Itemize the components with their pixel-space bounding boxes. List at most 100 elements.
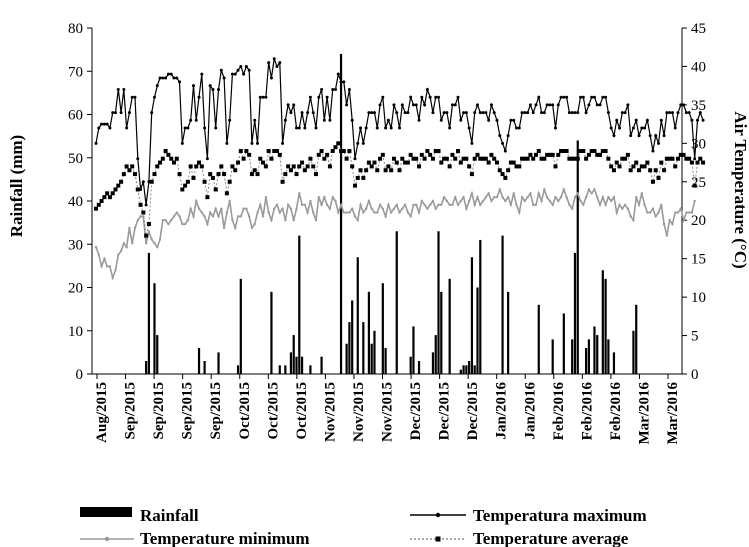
tavg-point [102,195,107,200]
tmax-point [178,80,182,84]
tmin-point [676,211,680,214]
tmin-point [328,207,332,210]
tavg-point [508,160,513,165]
tmin-point [607,195,610,199]
tmax-point [250,141,254,145]
tmin-point [412,203,415,207]
tavg-point [169,156,174,161]
tavg-point [614,160,619,165]
tmin-point [573,195,577,199]
tmin-point [197,207,201,210]
tmin-point [662,222,666,226]
tmax-point [484,111,488,115]
tmin-point [303,203,307,207]
tmin-point [648,211,652,214]
legend-tavg-marker [435,536,441,542]
tmax-point [300,111,304,115]
rainfall-bar [409,356,412,374]
tmin-point [459,199,462,203]
tavg-point [208,172,213,177]
tavg-point [662,168,667,173]
x-tick-label: Dec/2015 [465,382,481,440]
tavg-point [202,179,207,184]
right-tick-label: 25 [691,175,706,191]
rainfall-bar [381,283,384,374]
tmin-point [150,238,153,241]
right-tick-label: 40 [691,59,706,75]
tavg-point [166,152,171,157]
tmax-point [668,111,672,115]
tavg-point [589,149,594,154]
rainfall-bar [431,352,435,374]
tmin-point [231,219,234,222]
tmax-point [481,111,485,115]
tmin-point [245,207,248,210]
tmax-point [155,84,159,88]
tmax-point [261,95,265,99]
rainfall-bar [440,291,443,374]
tavg-point [433,149,438,154]
tmax-point [320,88,324,92]
tavg-point [283,172,288,177]
tmax-point [389,126,393,130]
rainfall-bar [300,356,304,374]
tmax-point [139,187,143,191]
tmax-point [113,111,117,115]
legend-tmax-marker [435,512,441,518]
x-tick-label: Mar/2016 [665,382,681,445]
tmax-point [654,134,658,138]
tmax-point [606,111,610,115]
tavg-point [503,175,508,180]
tmin-point [158,238,162,241]
tmax-point [445,111,449,115]
tmin-point [576,192,579,195]
tavg-point [263,164,268,169]
tmax-point [598,103,602,107]
tmax-point [175,76,179,80]
tavg-point [511,160,516,165]
tmax-point [506,134,510,138]
tmax-point [322,118,326,122]
tmax-point [425,88,429,92]
tmin-point [615,211,618,214]
rainfall-bar [434,335,437,374]
tavg-point [269,156,274,161]
right-tick-label: 20 [691,213,706,229]
left-tick-label: 40 [68,194,83,210]
tmin-point [456,203,460,207]
tmax-point [403,111,407,115]
tmax-point [333,88,337,92]
tmax-point [189,118,193,122]
tmax-point [523,111,527,115]
tmin-point [454,195,457,199]
tmax-point [498,134,502,138]
tavg-point [648,168,653,173]
tmax-point [325,95,329,99]
rainfall-bar [473,365,476,374]
legend-tavg-label: Temperature average [473,529,629,547]
tmax-point [670,111,674,115]
tavg-point [107,195,112,200]
tmin-point [612,195,616,199]
tmin-point [632,219,635,222]
tmin-point [373,211,376,214]
tavg-point [533,152,538,157]
rainfall-bar [607,339,610,374]
rainfall-bar [239,278,242,374]
tmin-point [167,222,170,226]
tmin-point [169,219,173,222]
tavg-point [319,149,324,154]
rainfall-bar [479,239,482,374]
tmin-point [448,203,451,207]
tmin-point [103,257,106,260]
tavg-point [467,164,472,169]
tmax-point [150,111,154,115]
tmax-point [345,103,349,107]
right-axis-title: Air Temperature (°C) [731,111,749,268]
tavg-point [350,164,355,169]
tavg-point [163,149,168,154]
tavg-point [302,168,307,173]
tavg-point [386,164,391,169]
tmax-point [194,118,198,122]
tmax-point [244,64,248,68]
